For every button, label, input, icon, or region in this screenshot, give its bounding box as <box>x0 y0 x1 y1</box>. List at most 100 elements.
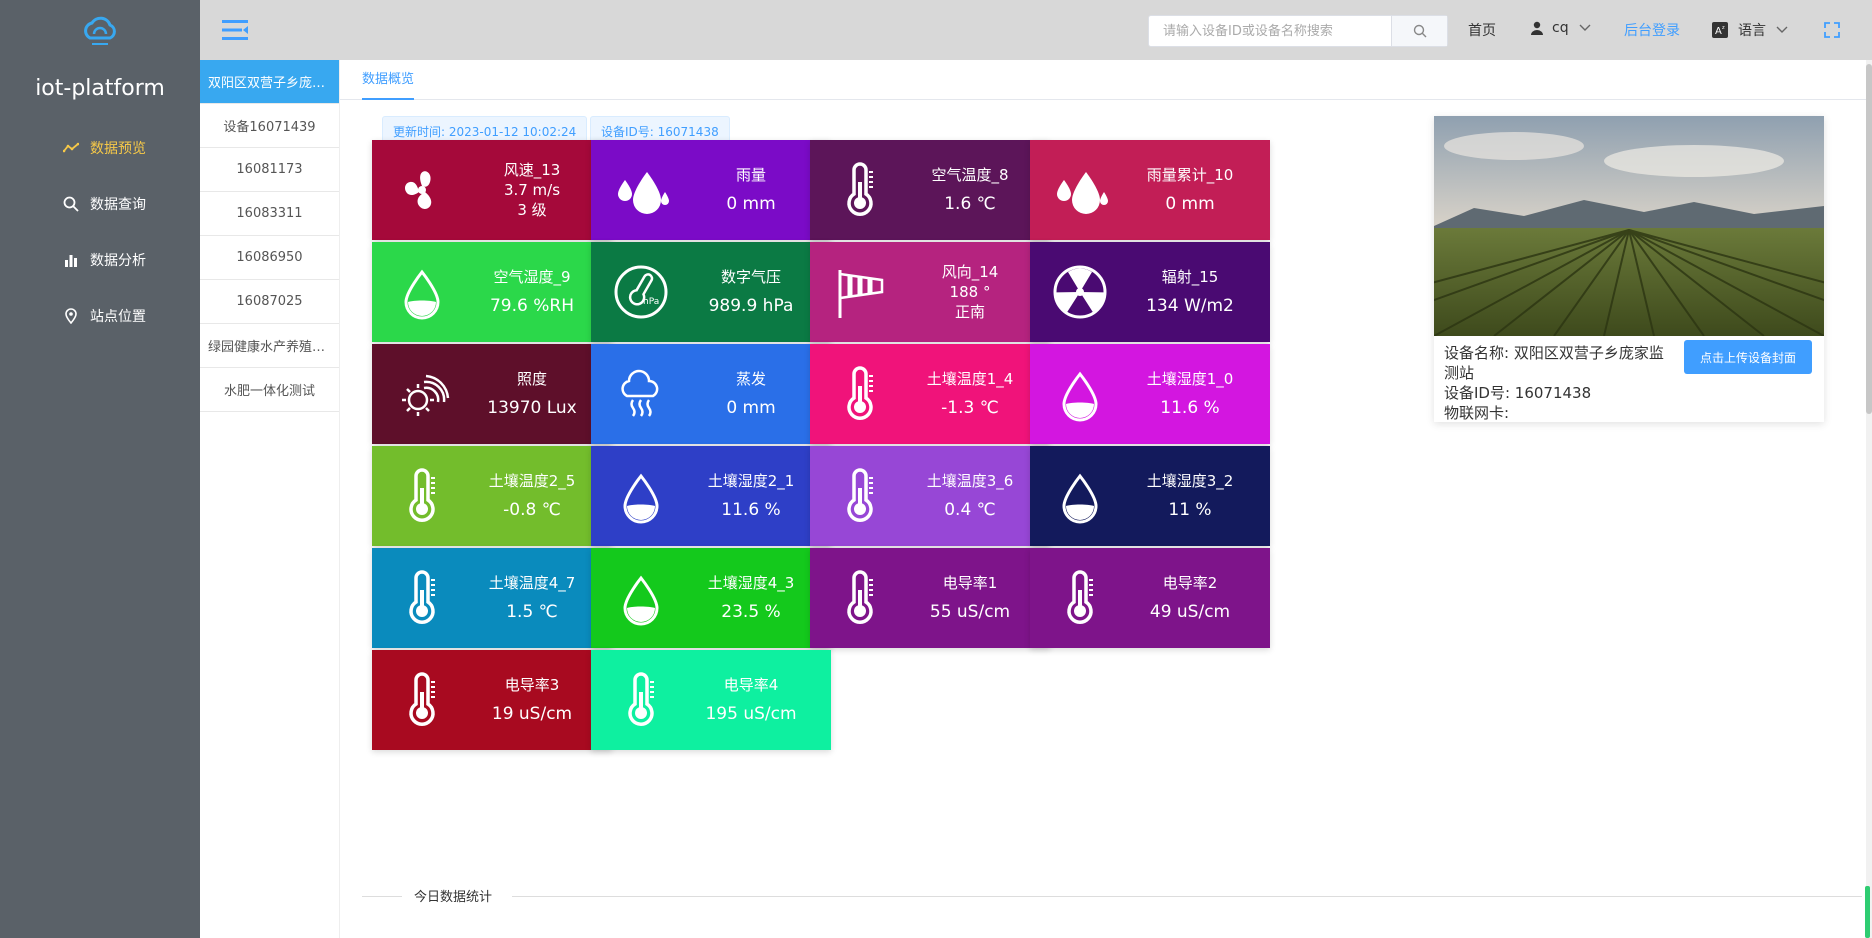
sensor-card[interactable]: 电导率1 55 uS/cm <box>810 548 1050 648</box>
sensor-value: 195 uS/cm <box>705 704 797 724</box>
sensor-card[interactable]: 土壤温度2_5 -0.8 ℃ <box>372 446 612 546</box>
humidity-drop-icon <box>613 570 669 626</box>
upload-cover-button[interactable]: 点击上传设备封面 <box>1684 340 1812 374</box>
sensor-name: 雨量 <box>735 166 766 184</box>
sensor-card[interactable]: 土壤湿度2_1 11.6 % <box>591 446 831 546</box>
svg-text:hPa: hPa <box>643 297 659 307</box>
device-name-line: 测站 <box>1444 364 1475 382</box>
humidity-drop-icon <box>1052 366 1108 422</box>
device-item[interactable]: 16087025 <box>200 280 339 324</box>
sensor-card[interactable]: hPa 数字气压 989.9 hPa <box>591 242 831 342</box>
device-item[interactable]: 绿园健康水产养殖监测 <box>200 324 339 368</box>
sensor-card-text: 土壤温度3_6 0.4 ℃ <box>890 446 1050 546</box>
sim-card-line: 物联网卡: <box>1444 404 1510 422</box>
sensor-card[interactable]: 辐射_15 134 W/m2 <box>1030 242 1270 342</box>
sensor-name: 土壤湿度3_2 <box>1146 472 1234 490</box>
sensor-name: 风速_13 <box>503 161 561 179</box>
main-content: 数据概览 更新时间: 2023-01-12 10:02:24 设备ID号: 16… <box>340 60 1872 938</box>
thermometer-icon <box>832 468 888 524</box>
nav-label: 数据查询 <box>90 197 146 213</box>
humidity-drop-icon <box>613 468 669 524</box>
sensor-card[interactable]: 土壤湿度4_3 23.5 % <box>591 548 831 648</box>
nav-item-data-preview[interactable]: 数据预览 <box>0 128 200 168</box>
sensor-card[interactable]: 空气湿度_9 79.6 %RH <box>372 242 612 342</box>
menu-toggle-icon[interactable] <box>222 18 248 42</box>
sensor-value: 188 ° <box>949 283 991 301</box>
scrollbar-thumb[interactable] <box>1866 64 1872 414</box>
device-name: 设备16071439 <box>223 120 316 135</box>
sensor-card[interactable]: 土壤温度1_4 -1.3 ℃ <box>810 344 1050 444</box>
today-stats-divider: 今日数据统计 <box>362 886 1862 906</box>
sensor-value: 55 uS/cm <box>929 602 1011 622</box>
sensor-card-text: 辐射_15 134 W/m2 <box>1110 242 1270 342</box>
sensor-name: 照度 <box>516 370 547 388</box>
sensor-card[interactable]: 蒸发 0 mm <box>591 344 831 444</box>
device-cover-photo <box>1434 116 1824 336</box>
thermometer-icon <box>832 570 888 626</box>
device-item[interactable]: 水肥一体化测试 <box>200 368 339 412</box>
sensor-value: 0 mm <box>726 194 776 214</box>
thermometer-icon <box>394 570 450 626</box>
device-item[interactable]: 设备16071439 <box>200 104 339 148</box>
user-icon <box>1531 21 1543 35</box>
tab-data-overview[interactable]: 数据概览 <box>362 60 415 100</box>
nav-item-data-analysis[interactable]: 数据分析 <box>0 240 200 280</box>
device-item[interactable]: 16086950 <box>200 236 339 280</box>
sensor-value: 11.6 % <box>1160 398 1220 418</box>
sensor-card-text: 土壤湿度4_3 23.5 % <box>671 548 831 648</box>
sensor-value: 11 % <box>1168 500 1212 520</box>
device-item[interactable]: 16083311 <box>200 192 339 236</box>
thermometer-icon <box>394 672 450 728</box>
tab-bar: 数据概览 <box>340 60 1866 100</box>
scrollbar-track[interactable] <box>1866 60 1872 938</box>
sensor-card-text: 空气湿度_9 79.6 %RH <box>452 242 612 342</box>
sensor-card[interactable]: 电导率4 195 uS/cm <box>591 650 831 750</box>
sensor-name: 电导率3 <box>504 676 560 694</box>
sensor-name: 土壤温度2_5 <box>488 472 576 490</box>
user-menu[interactable]: cq <box>1530 20 1591 36</box>
sensor-name: 空气湿度_9 <box>493 268 571 286</box>
sensor-card[interactable]: 雨量累计_10 0 mm <box>1030 140 1270 240</box>
sensor-card-text: 照度 13970 Lux <box>452 344 612 444</box>
brand-title: iot-platform <box>35 76 165 101</box>
sensor-card[interactable]: 空气温度_8 1.6 ℃ <box>810 140 1050 240</box>
nav-item-site-location[interactable]: 站点位置 <box>0 296 200 336</box>
sensor-name: 风向_14 <box>941 263 999 281</box>
home-link[interactable]: 首页 <box>1468 23 1496 39</box>
sensor-card-text: 雨量 0 mm <box>671 140 831 240</box>
sensor-card[interactable]: 风速_13 3.7 m/s 3 级 <box>372 140 612 240</box>
sensor-card-text: 土壤温度2_5 -0.8 ℃ <box>452 446 612 546</box>
nav-item-data-query[interactable]: 数据查询 <box>0 184 200 224</box>
evaporation-icon <box>613 366 669 422</box>
sensor-card-text: 电导率3 19 uS/cm <box>452 650 612 750</box>
sensor-card[interactable]: 电导率3 19 uS/cm <box>372 650 612 750</box>
chevron-down-icon <box>1579 24 1591 31</box>
sensor-card[interactable]: 风向_14 188 ° 正南 <box>810 242 1050 342</box>
search-input[interactable] <box>1149 16 1391 46</box>
search-button[interactable] <box>1391 16 1447 46</box>
device-item[interactable]: 16081173 <box>200 148 339 192</box>
chevron-down-icon <box>1776 26 1788 33</box>
sensor-value: 23.5 % <box>721 602 781 622</box>
sensor-card[interactable]: 雨量 0 mm <box>591 140 831 240</box>
device-name: 16081173 <box>236 162 303 177</box>
sensor-name: 电导率2 <box>1162 574 1218 592</box>
sensor-card[interactable]: 土壤湿度3_2 11 % <box>1030 446 1270 546</box>
fan-icon <box>394 162 450 218</box>
sensor-card[interactable]: 照度 13970 Lux <box>372 344 612 444</box>
scroll-indicator <box>1865 886 1870 938</box>
device-name: 16083311 <box>236 206 303 221</box>
nav-label: 站点位置 <box>90 309 146 325</box>
sensor-card[interactable]: 电导率2 49 uS/cm <box>1030 548 1270 648</box>
sensor-card[interactable]: 土壤湿度1_0 11.6 % <box>1030 344 1270 444</box>
admin-login-link[interactable]: 后台登录 <box>1624 23 1680 39</box>
device-search <box>1148 15 1448 47</box>
sensor-card[interactable]: 土壤温度4_7 1.5 ℃ <box>372 548 612 648</box>
sensor-card[interactable]: 土壤温度3_6 0.4 ℃ <box>810 446 1050 546</box>
fullscreen-icon[interactable] <box>1824 22 1840 38</box>
sensor-value: 49 uS/cm <box>1149 602 1231 622</box>
search-icon <box>1413 24 1426 38</box>
sensor-name: 土壤湿度2_1 <box>707 472 795 490</box>
